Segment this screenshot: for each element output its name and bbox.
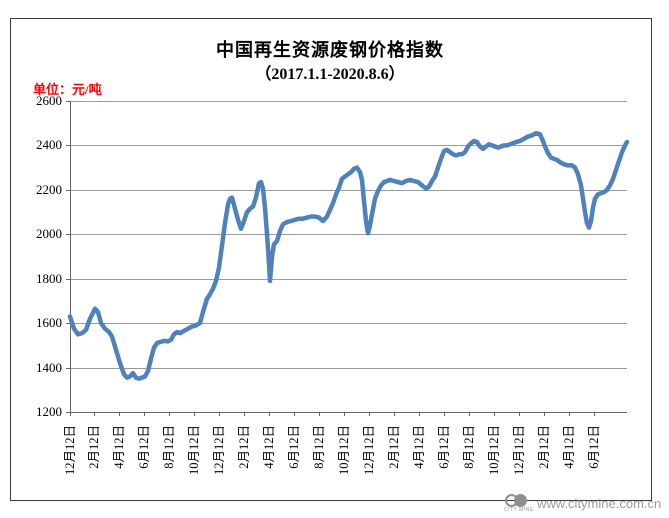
- price-line: [67, 130, 630, 381]
- y-tick-mark: [66, 278, 70, 280]
- y-tick-mark: [66, 323, 70, 325]
- x-axis-label: 4月12日: [412, 425, 427, 469]
- y-axis-label: 1800: [36, 270, 62, 286]
- y-tick-mark: [66, 145, 70, 147]
- x-axis-label: 6月12日: [437, 425, 452, 469]
- y-axis-label: 2200: [36, 181, 62, 197]
- x-axis-label: 8月12日: [161, 425, 176, 469]
- x-tick-mark: [119, 412, 121, 416]
- x-tick-mark: [518, 412, 520, 416]
- x-axis-label: 4月12日: [562, 425, 577, 469]
- gridline: [70, 145, 627, 147]
- x-tick-mark: [368, 412, 370, 416]
- y-tick-mark: [66, 101, 70, 102]
- x-axis-label: 10月12日: [186, 425, 201, 476]
- x-tick-mark: [394, 412, 395, 416]
- price-line-chart: [67, 130, 630, 381]
- y-axis-label: 1600: [36, 315, 62, 331]
- x-tick-mark: [419, 412, 421, 416]
- y-axis-label: 2600: [36, 93, 62, 108]
- x-axis-label: 12月12日: [63, 425, 77, 476]
- x-axis-label: 12月12日: [211, 425, 226, 476]
- x-tick-mark: [569, 412, 571, 416]
- x-axis-label: 2月12日: [237, 425, 251, 469]
- x-axis-label: 10月12日: [486, 425, 501, 476]
- x-tick-mark: [168, 412, 170, 416]
- gridline: [70, 234, 627, 236]
- x-tick-mark: [218, 412, 220, 416]
- x-axis-label: 8月12日: [311, 425, 326, 469]
- x-tick-mark: [244, 412, 245, 416]
- x-tick-mark: [469, 412, 471, 416]
- watermark: CITY MINE www.citymine.com.cn: [504, 492, 664, 514]
- gridline: [70, 323, 627, 325]
- x-axis-label: 6月12日: [287, 425, 302, 469]
- y-axis-label: 2000: [36, 226, 62, 242]
- y-axis-label: 1400: [36, 359, 62, 375]
- x-axis-label: 6月12日: [587, 425, 602, 469]
- x-axis-label: 12月12日: [511, 425, 526, 476]
- x-axis-label: 12月12日: [361, 425, 376, 476]
- unit-label: 单位：元/吨: [33, 82, 102, 97]
- gridline: [70, 189, 627, 191]
- y-tick-mark: [66, 412, 70, 413]
- x-tick-mark: [144, 412, 146, 416]
- y-tick-mark: [66, 189, 70, 191]
- x-tick-mark: [70, 412, 71, 416]
- x-axis-label: 2月12日: [387, 425, 401, 469]
- x-tick-mark: [294, 412, 296, 416]
- x-axis-label: 8月12日: [462, 425, 477, 469]
- x-tick-mark: [594, 412, 596, 416]
- x-tick-mark: [544, 412, 545, 416]
- y-tick-mark: [66, 367, 70, 369]
- x-tick-mark: [318, 412, 320, 416]
- x-axis-label: 2月12日: [537, 425, 551, 469]
- chart-frame: [10, 18, 652, 501]
- x-tick-mark: [268, 412, 270, 416]
- y-axis-label: 1200: [36, 404, 62, 419]
- x-axis-label: 6月12日: [137, 425, 152, 469]
- x-axis-label: 2月12日: [87, 425, 101, 469]
- gridline: [70, 367, 627, 369]
- chart-title: 中国再生资源废钢价格指数: [216, 40, 444, 60]
- x-axis-label: 4月12日: [112, 425, 127, 469]
- x-axis-line: [70, 412, 627, 413]
- x-tick-mark: [193, 412, 195, 416]
- gridline: [70, 278, 627, 280]
- citymine-logo-text: CITY MINE: [504, 507, 534, 513]
- gridline: [70, 101, 627, 102]
- y-tick-mark: [66, 234, 70, 236]
- y-axis-line: [70, 101, 71, 412]
- x-axis-label: 4月12日: [261, 425, 276, 469]
- x-tick-mark: [94, 412, 95, 416]
- x-tick-mark: [444, 412, 446, 416]
- x-tick-mark: [493, 412, 495, 416]
- citymine-logo-icon: CITY MINE: [504, 493, 534, 513]
- x-axis-label: 10月12日: [336, 425, 351, 476]
- x-tick-mark: [343, 412, 345, 416]
- y-axis-label: 2400: [36, 137, 62, 153]
- chart-subtitle: （2017.1.1-2020.8.6）: [255, 66, 405, 83]
- watermark-url: www.citymine.com.cn: [537, 496, 662, 511]
